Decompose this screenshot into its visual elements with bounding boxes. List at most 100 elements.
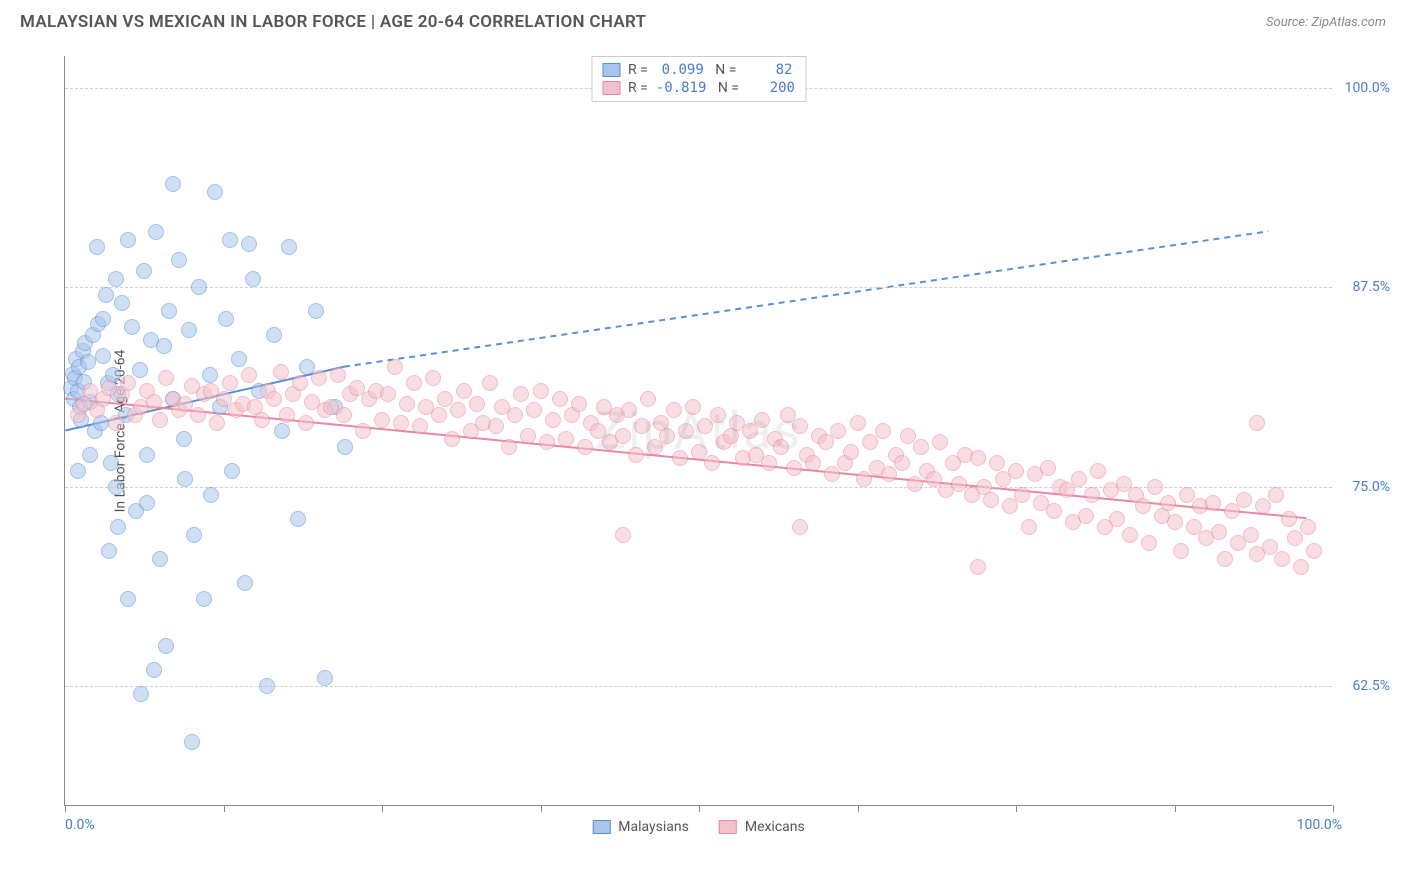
data-point <box>628 447 644 463</box>
legend-label-mexicans: Mexicans <box>745 819 805 835</box>
swatch-mexicans-icon <box>719 820 737 834</box>
x-tick <box>1333 805 1334 812</box>
x-tick <box>858 805 859 812</box>
data-point <box>1274 551 1290 567</box>
data-point <box>1255 498 1271 514</box>
r-value-malaysians: 0.099 <box>656 62 704 78</box>
data-point <box>1078 508 1094 524</box>
data-point <box>533 383 549 399</box>
correlation-legend: R = 0.099 N = 82 R = -0.819 N = 200 <box>591 56 806 102</box>
data-point <box>1141 535 1157 551</box>
data-point <box>218 311 234 327</box>
data-point <box>710 407 726 423</box>
data-point <box>184 734 200 750</box>
data-point <box>742 423 758 439</box>
data-point <box>412 418 428 434</box>
data-point <box>571 396 587 412</box>
data-point <box>317 670 333 686</box>
data-point <box>171 252 187 268</box>
data-point <box>292 375 308 391</box>
legend-item-malaysians: Malaysians <box>592 819 689 835</box>
data-point <box>1205 495 1221 511</box>
data-point <box>678 423 694 439</box>
data-point <box>156 338 172 354</box>
data-point <box>1002 498 1018 514</box>
data-point <box>203 487 219 503</box>
data-point <box>196 591 212 607</box>
y-tick-label: 75.0% <box>1352 479 1390 495</box>
r-value-mexicans: -0.819 <box>656 80 707 96</box>
data-point <box>231 351 247 367</box>
data-point <box>659 428 675 444</box>
data-point <box>830 423 846 439</box>
data-point <box>875 423 891 439</box>
data-point <box>308 303 324 319</box>
data-point <box>120 591 136 607</box>
x-tick <box>541 805 542 812</box>
data-point <box>136 263 152 279</box>
data-point <box>932 434 948 450</box>
data-point <box>222 375 238 391</box>
data-point <box>1217 551 1233 567</box>
y-tick-label: 62.5% <box>1352 678 1390 694</box>
data-point <box>704 455 720 471</box>
x-tick <box>65 805 66 812</box>
data-point <box>970 450 986 466</box>
data-point <box>1084 487 1100 503</box>
data-point <box>501 439 517 455</box>
data-point <box>907 476 923 492</box>
data-point <box>1040 460 1056 476</box>
legend-row-mexicans: R = -0.819 N = 200 <box>602 79 795 97</box>
legend-label-malaysians: Malaysians <box>618 819 689 835</box>
data-point <box>158 638 174 654</box>
data-point <box>843 444 859 460</box>
data-point <box>1160 495 1176 511</box>
data-point <box>165 176 181 192</box>
data-point <box>406 375 422 391</box>
data-point <box>70 463 86 479</box>
x-tick <box>1175 805 1176 812</box>
data-point <box>431 407 447 423</box>
data-point <box>176 431 192 447</box>
data-point <box>1021 519 1037 535</box>
data-point <box>133 686 149 702</box>
data-point <box>1224 503 1240 519</box>
data-point <box>1268 487 1284 503</box>
data-point <box>1281 511 1297 527</box>
data-point <box>274 423 290 439</box>
data-point <box>513 386 529 402</box>
data-point <box>186 527 202 543</box>
data-point <box>120 375 136 391</box>
data-point <box>647 439 663 455</box>
r-label: R = <box>628 62 648 78</box>
x-tick <box>699 805 700 812</box>
data-point <box>355 423 371 439</box>
data-point <box>482 375 498 391</box>
data-point <box>1008 463 1024 479</box>
n-value-mexicans: 200 <box>747 80 795 96</box>
series-legend: Malaysians Mexicans <box>592 819 805 835</box>
swatch-malaysians-icon <box>592 820 610 834</box>
data-point <box>792 519 808 535</box>
data-point <box>393 415 409 431</box>
data-point <box>666 402 682 418</box>
data-point <box>146 662 162 678</box>
data-point <box>786 460 802 476</box>
y-tick-label: 87.5% <box>1352 279 1390 295</box>
data-point <box>152 412 168 428</box>
data-point <box>241 236 257 252</box>
data-point <box>1306 543 1322 559</box>
data-point <box>290 511 306 527</box>
data-point <box>1122 527 1138 543</box>
data-point <box>101 543 117 559</box>
data-point <box>894 455 910 471</box>
data-point <box>132 362 148 378</box>
swatch-mexicans <box>602 81 620 95</box>
data-point <box>1090 463 1106 479</box>
data-point <box>266 327 282 343</box>
data-point <box>970 559 986 575</box>
data-point <box>615 428 631 444</box>
data-point <box>148 224 164 240</box>
data-point <box>374 412 390 428</box>
data-point <box>237 575 253 591</box>
